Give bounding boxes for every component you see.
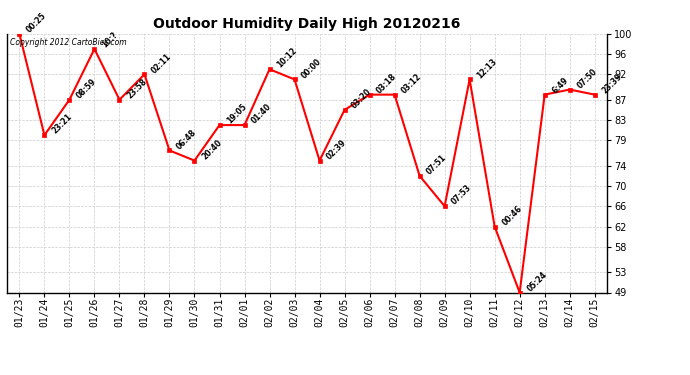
Text: 19:05: 19:05 xyxy=(225,102,248,126)
Text: 02:39: 02:39 xyxy=(325,138,348,161)
Text: 02:11: 02:11 xyxy=(150,51,173,75)
Text: 6:49: 6:49 xyxy=(550,75,570,95)
Text: 00:46: 00:46 xyxy=(500,204,524,227)
Text: Copyright 2012 CartoBics.com: Copyright 2012 CartoBics.com xyxy=(10,38,126,46)
Text: 00:25: 00:25 xyxy=(25,11,48,34)
Text: 01:40: 01:40 xyxy=(250,102,273,126)
Text: 23:21: 23:21 xyxy=(50,112,73,136)
Text: 07:53: 07:53 xyxy=(450,183,473,207)
Text: 00:00: 00:00 xyxy=(300,57,324,80)
Text: 10:?: 10:? xyxy=(100,30,119,50)
Text: 03:12: 03:12 xyxy=(400,72,424,95)
Text: 06:48: 06:48 xyxy=(175,128,199,151)
Text: 12:13: 12:13 xyxy=(475,57,499,80)
Text: 08:59: 08:59 xyxy=(75,77,99,101)
Text: 03:18: 03:18 xyxy=(375,72,399,95)
Text: 10:12: 10:12 xyxy=(275,46,299,70)
Text: 23:39: 23:39 xyxy=(600,72,624,95)
Text: 07:51: 07:51 xyxy=(425,153,449,176)
Text: 05:24: 05:24 xyxy=(525,270,549,293)
Text: 03:20: 03:20 xyxy=(350,87,373,111)
Text: 20:40: 20:40 xyxy=(200,138,224,161)
Text: 07:50: 07:50 xyxy=(575,67,599,90)
Title: Outdoor Humidity Daily High 20120216: Outdoor Humidity Daily High 20120216 xyxy=(153,17,461,31)
Text: 23:58: 23:58 xyxy=(125,77,148,101)
